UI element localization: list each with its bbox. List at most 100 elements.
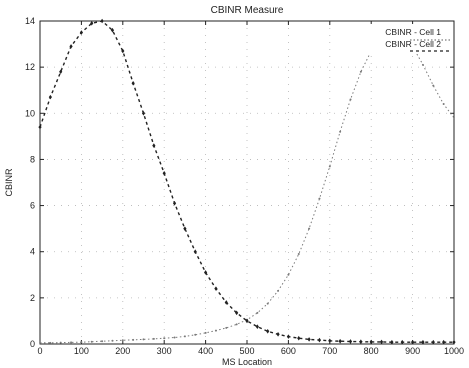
point-cell-2-29 [338,338,342,344]
x-tick-label-900: 900 [405,346,420,356]
point-cell-2-32 [369,339,373,345]
point-cell-1-21 [256,311,259,314]
x-tick-label-500: 500 [239,346,254,356]
point-cell-2-7 [110,27,115,33]
point-cell-2-31 [359,339,363,344]
point-cell-2-10 [141,110,146,116]
point-cell-1-0 [39,341,41,344]
point-cell-1-28 [328,165,331,168]
point-cell-1-1 [49,341,52,344]
point-cell-1-17 [214,329,217,332]
point-cell-1-24 [287,273,290,276]
point-cell-1-7 [111,339,114,342]
point-cell-2-24 [286,334,290,339]
x-tick-label-200: 200 [115,346,130,356]
point-cell-2-22 [266,329,270,334]
point-cell-2-18 [224,300,228,305]
point-cell-1-16 [204,331,207,334]
x-tick-label-300: 300 [157,346,172,356]
point-cell-2-14 [183,226,187,231]
legend: CBINR - Cell 1 CBINR - Cell 2 [364,24,452,54]
chart-title: CBINR Measure [211,5,284,16]
legend-box [364,24,452,54]
y-tick-label-10: 10 [25,108,35,118]
point-cell-1-19 [235,323,238,326]
point-cell-1-31 [359,70,362,73]
point-cell-2-8 [121,48,125,54]
point-cell-2-26 [307,337,311,342]
x-tick-label-1000: 1000 [444,346,464,356]
point-cell-1-23 [277,289,280,292]
x-tick-label-800: 800 [364,346,379,356]
point-cell-1-5 [90,340,93,343]
y-tick-label-6: 6 [30,201,35,211]
point-cell-1-22 [266,302,269,305]
point-cell-2-37 [421,339,425,345]
point-cell-2-3 [69,44,73,49]
grid-layer [40,21,454,344]
point-cell-1-37 [421,63,424,66]
point-cell-1-4 [80,341,83,344]
series-layer [38,18,456,345]
point-cell-2-33 [379,339,384,345]
point-cell-2-28 [328,338,332,344]
point-cell-2-36 [411,339,415,345]
legend-label-cell-1: CBINR - Cell 1 [385,27,441,37]
point-cell-1-40 [453,116,455,119]
point-cell-2-19 [235,310,239,316]
y-tick-label-12: 12 [25,62,35,72]
point-cell-2-34 [390,339,394,345]
point-cell-1-15 [194,333,197,336]
point-cell-1-38 [432,84,435,87]
tick-layer: 0 100 200 300 400 500 600 700 800 900 1000 0 2 4 6 8 10 1… [25,16,464,356]
point-cell-2-11 [152,143,156,148]
point-cell-2-2 [59,69,63,75]
point-cell-2-16 [204,270,208,275]
point-cell-2-21 [255,324,259,329]
point-cell-2-20 [245,318,249,324]
y-tick-label-4: 4 [30,247,35,257]
y-tick-label-14: 14 [25,16,35,26]
point-cell-2-40 [452,339,456,345]
y-tick-label-8: 8 [30,154,35,164]
point-cell-2-4 [79,30,83,35]
point-cell-1-11 [152,337,155,340]
series-line-cell-2 [39,20,454,343]
legend-label-cell-2: CBINR - Cell 2 [385,39,441,49]
point-cell-1-39 [442,103,445,106]
y-tick-label-2: 2 [30,293,35,303]
point-cell-1-18 [225,326,228,329]
point-cell-1-12 [163,337,166,340]
point-cell-2-6 [100,18,104,24]
y-axis-label: CBINR [4,168,14,197]
point-cell-1-8 [121,339,124,342]
point-cell-2-9 [131,80,135,86]
point-cell-1-25 [297,253,300,256]
x-tick-label-600: 600 [281,346,296,356]
point-cell-2-27 [317,337,322,343]
point-cell-2-0 [38,124,42,130]
point-cell-1-30 [349,98,352,101]
point-cell-1-6 [101,340,104,343]
point-cell-2-38 [431,339,435,345]
point-cell-1-29 [339,130,342,133]
point-cell-2-25 [297,335,301,341]
point-cell-2-5 [90,21,94,26]
point-cell-1-2 [59,341,62,344]
point-cell-1-27 [318,197,321,200]
point-cell-2-39 [442,339,446,345]
point-cell-1-14 [183,335,186,338]
y-tick-label-0: 0 [30,339,35,349]
point-cell-2-17 [214,286,218,291]
point-cell-1-26 [308,227,311,230]
point-cell-2-15 [193,249,197,255]
x-tick-label-700: 700 [322,346,337,356]
point-cell-2-30 [348,339,353,344]
x-tick-label-400: 400 [198,346,213,356]
point-cell-2-35 [400,339,404,345]
point-cell-2-1 [48,94,52,100]
x-tick-label-0: 0 [37,346,42,356]
point-cell-2-13 [172,200,177,206]
